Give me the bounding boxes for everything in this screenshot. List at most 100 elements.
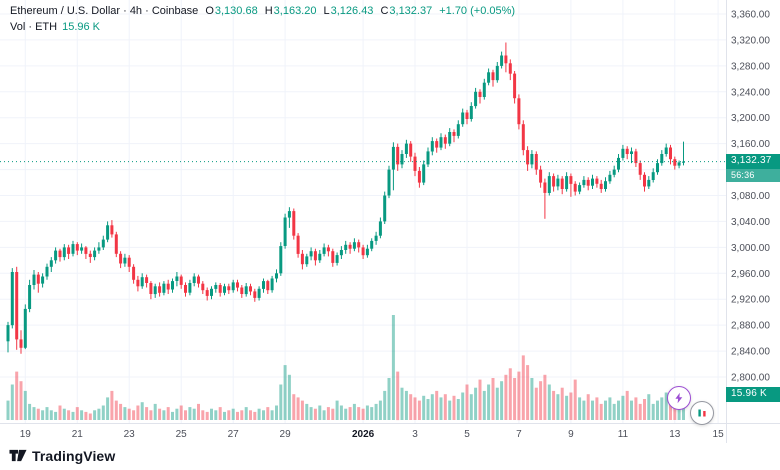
volume-bar <box>365 405 369 420</box>
volume-bar <box>448 400 452 420</box>
volume-bar <box>556 394 560 420</box>
candle-body <box>236 282 239 288</box>
volume-bar <box>210 408 213 420</box>
candle-body <box>591 178 594 186</box>
volume-bar <box>15 371 19 421</box>
volume-bar <box>88 413 92 420</box>
price-tick-label: 2,800.00 <box>731 373 770 384</box>
candle-body <box>621 148 625 158</box>
candle-body <box>552 176 556 187</box>
candle-body <box>370 240 374 249</box>
volume-bar <box>569 392 573 420</box>
candle-body <box>257 288 261 298</box>
volume-bar <box>171 411 174 420</box>
volume-bar <box>456 399 460 420</box>
volume-bar <box>521 355 525 420</box>
volume-bar <box>469 394 473 420</box>
ohlc-change: +1.70 (+0.05%) <box>439 5 516 17</box>
time-tick-label: 23 <box>124 429 136 440</box>
candle-body <box>495 65 499 81</box>
volume-bar <box>149 410 153 420</box>
volume-bar <box>339 405 343 420</box>
volume-bar <box>136 405 140 420</box>
volume-bar <box>80 410 84 420</box>
candle-body <box>586 179 590 186</box>
volume-legend-label[interactable]: Vol · ETH <box>10 21 58 33</box>
candle-body <box>556 178 560 187</box>
candle-body <box>218 285 222 293</box>
volume-bar <box>270 410 274 420</box>
candle-body <box>88 253 92 257</box>
volume-bar <box>192 408 196 420</box>
volume-bar <box>430 394 434 420</box>
price-scale-axis[interactable] <box>726 0 780 443</box>
volume-bar <box>266 407 270 420</box>
boost-button[interactable] <box>667 386 691 410</box>
candle-body <box>365 248 369 256</box>
candle-body <box>162 283 166 293</box>
volume-bar <box>257 408 261 420</box>
candle-body <box>426 151 430 165</box>
candle-body <box>262 281 265 289</box>
volume-bar <box>508 368 512 420</box>
tradingview-logo[interactable]: TradingView <box>9 447 115 464</box>
candle-body <box>469 106 473 119</box>
candle-body <box>244 286 248 295</box>
ohlc-low: L3,126.43 <box>323 5 373 17</box>
volume-bar <box>322 410 326 420</box>
volume-bar <box>49 410 53 420</box>
volume-bar <box>84 411 88 420</box>
candle-body <box>400 154 404 165</box>
candle-body <box>422 164 426 183</box>
time-tick-label: 5 <box>464 429 470 440</box>
candle-body <box>110 225 114 235</box>
ohlc-close: C3,132.37 <box>380 5 432 17</box>
candle-body <box>573 183 577 192</box>
volume-bar <box>71 411 75 420</box>
ohlc-low-label: L <box>323 5 330 17</box>
volume-bar <box>110 390 114 420</box>
time-scale-axis[interactable] <box>0 423 780 443</box>
volume-bar <box>439 397 443 420</box>
volume-bar <box>300 400 304 420</box>
candle-body <box>309 251 313 257</box>
volume-legend-value: 15.96 K <box>62 21 100 33</box>
candle-body <box>599 183 603 189</box>
volume-bar <box>478 379 482 420</box>
candle-body <box>656 163 659 173</box>
candle-body <box>478 91 482 97</box>
volume-bar <box>383 390 387 420</box>
volume-bar <box>595 397 599 420</box>
volume-bar <box>45 407 49 420</box>
candle-body <box>625 148 629 154</box>
candle-body <box>335 255 339 263</box>
lightning-icon <box>675 392 683 404</box>
volume-bar <box>19 381 23 420</box>
candle-body <box>391 146 395 170</box>
trade-panel-button[interactable] <box>690 401 714 425</box>
volume-bar <box>305 403 309 420</box>
candle-body <box>521 124 525 151</box>
candle-body <box>344 244 348 250</box>
candle-body <box>275 273 278 279</box>
volume-bar <box>75 407 79 420</box>
volume-bar <box>62 408 66 420</box>
symbol-title[interactable]: Ethereum / U.S. Dollar · 4h · Coinbase <box>10 5 199 17</box>
volume-bar <box>114 400 118 420</box>
tradingview-logo-text: TradingView <box>32 447 116 464</box>
time-tick-label: 15 <box>713 429 725 440</box>
volume-bar <box>223 411 226 420</box>
volume-bar <box>517 371 521 421</box>
candle-body <box>547 176 551 193</box>
volume-bar <box>231 408 235 420</box>
volume-bar <box>292 394 296 420</box>
candle-body <box>45 266 49 277</box>
candle-body <box>266 281 270 291</box>
candle-body <box>313 251 317 261</box>
current-price-badge: 3,132.37 <box>726 154 780 169</box>
volume-bar <box>621 395 625 420</box>
candle-body <box>374 235 378 241</box>
candle-body <box>58 250 62 258</box>
volume-bar <box>491 378 495 420</box>
